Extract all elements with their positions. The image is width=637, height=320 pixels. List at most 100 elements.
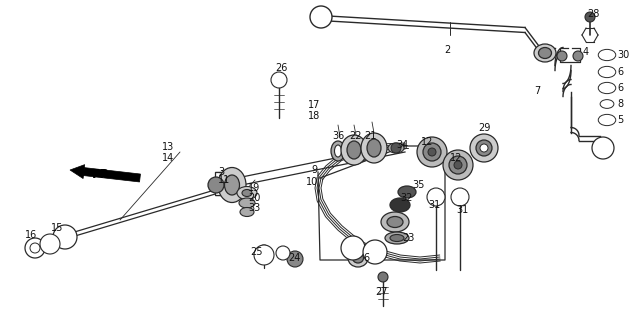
- Ellipse shape: [398, 186, 416, 198]
- Ellipse shape: [598, 66, 616, 78]
- Ellipse shape: [334, 145, 341, 157]
- Circle shape: [363, 240, 387, 264]
- Circle shape: [596, 141, 610, 155]
- Polygon shape: [70, 164, 85, 179]
- Circle shape: [557, 51, 567, 61]
- Ellipse shape: [381, 212, 409, 232]
- Ellipse shape: [600, 51, 614, 60]
- Text: 21: 21: [364, 131, 376, 141]
- Text: 31: 31: [456, 205, 468, 215]
- Ellipse shape: [347, 141, 361, 159]
- Text: 20: 20: [248, 193, 261, 203]
- Circle shape: [454, 191, 466, 203]
- Circle shape: [367, 244, 383, 260]
- Ellipse shape: [387, 217, 403, 228]
- Ellipse shape: [603, 85, 611, 91]
- Ellipse shape: [454, 161, 462, 169]
- Ellipse shape: [600, 100, 614, 108]
- Ellipse shape: [604, 102, 610, 106]
- Text: 24: 24: [288, 253, 301, 263]
- Circle shape: [30, 243, 40, 253]
- Circle shape: [378, 272, 388, 282]
- Circle shape: [57, 229, 73, 245]
- Text: 6: 6: [617, 67, 623, 77]
- Text: 25: 25: [250, 247, 263, 257]
- Text: 36: 36: [332, 131, 344, 141]
- Text: 14: 14: [162, 153, 174, 163]
- Ellipse shape: [388, 143, 404, 153]
- Ellipse shape: [449, 156, 467, 174]
- Text: 9: 9: [312, 165, 318, 175]
- Ellipse shape: [428, 148, 436, 156]
- Circle shape: [274, 74, 284, 84]
- Circle shape: [287, 251, 303, 267]
- Text: 13: 13: [162, 142, 174, 152]
- Ellipse shape: [603, 117, 611, 123]
- Ellipse shape: [218, 167, 246, 203]
- Text: 6: 6: [363, 253, 369, 263]
- Polygon shape: [83, 168, 140, 182]
- Text: 23: 23: [402, 233, 415, 243]
- Ellipse shape: [598, 82, 616, 94]
- Text: 31: 31: [428, 200, 440, 210]
- Circle shape: [592, 137, 614, 159]
- Ellipse shape: [534, 44, 556, 62]
- Ellipse shape: [361, 133, 387, 163]
- Text: 30: 30: [617, 50, 629, 60]
- Text: 6: 6: [617, 83, 623, 93]
- Text: 5: 5: [617, 115, 623, 125]
- Text: 35: 35: [412, 180, 424, 190]
- Ellipse shape: [237, 187, 257, 199]
- Circle shape: [341, 236, 365, 260]
- Ellipse shape: [603, 69, 611, 75]
- Text: 10: 10: [306, 177, 318, 187]
- Ellipse shape: [600, 68, 614, 76]
- Ellipse shape: [348, 249, 368, 267]
- Circle shape: [40, 234, 60, 254]
- Circle shape: [345, 240, 361, 256]
- Text: 29: 29: [478, 123, 490, 133]
- Circle shape: [430, 191, 442, 203]
- Circle shape: [451, 188, 469, 206]
- Ellipse shape: [352, 253, 364, 263]
- Circle shape: [276, 246, 290, 260]
- Text: 16: 16: [25, 230, 37, 240]
- Ellipse shape: [598, 114, 616, 126]
- Ellipse shape: [331, 141, 345, 161]
- Circle shape: [573, 51, 583, 61]
- Circle shape: [208, 177, 224, 193]
- Circle shape: [254, 245, 274, 265]
- Text: 2: 2: [444, 45, 450, 55]
- Ellipse shape: [417, 137, 447, 167]
- Circle shape: [310, 6, 332, 28]
- Ellipse shape: [600, 116, 614, 124]
- Ellipse shape: [390, 198, 410, 212]
- Text: 19: 19: [248, 183, 261, 193]
- Circle shape: [391, 143, 401, 153]
- Circle shape: [43, 237, 57, 251]
- Text: 7: 7: [534, 86, 540, 96]
- Text: 18: 18: [308, 111, 320, 121]
- Ellipse shape: [601, 100, 613, 108]
- Text: 3: 3: [218, 167, 224, 177]
- Text: 27: 27: [376, 287, 388, 297]
- Ellipse shape: [470, 134, 498, 162]
- Ellipse shape: [240, 207, 254, 217]
- Ellipse shape: [239, 198, 255, 208]
- Circle shape: [427, 188, 445, 206]
- Ellipse shape: [538, 47, 552, 59]
- Text: 22: 22: [350, 131, 362, 141]
- Text: 34: 34: [396, 140, 408, 150]
- Circle shape: [271, 72, 287, 88]
- Circle shape: [53, 225, 77, 249]
- Text: 12: 12: [450, 153, 462, 163]
- Text: 8: 8: [617, 99, 623, 109]
- Text: 17: 17: [308, 100, 320, 110]
- Ellipse shape: [423, 143, 441, 161]
- Text: 12: 12: [421, 137, 433, 147]
- Ellipse shape: [603, 52, 611, 58]
- Ellipse shape: [341, 135, 367, 165]
- Circle shape: [585, 12, 595, 22]
- Ellipse shape: [598, 49, 616, 60]
- Text: 11: 11: [218, 175, 230, 185]
